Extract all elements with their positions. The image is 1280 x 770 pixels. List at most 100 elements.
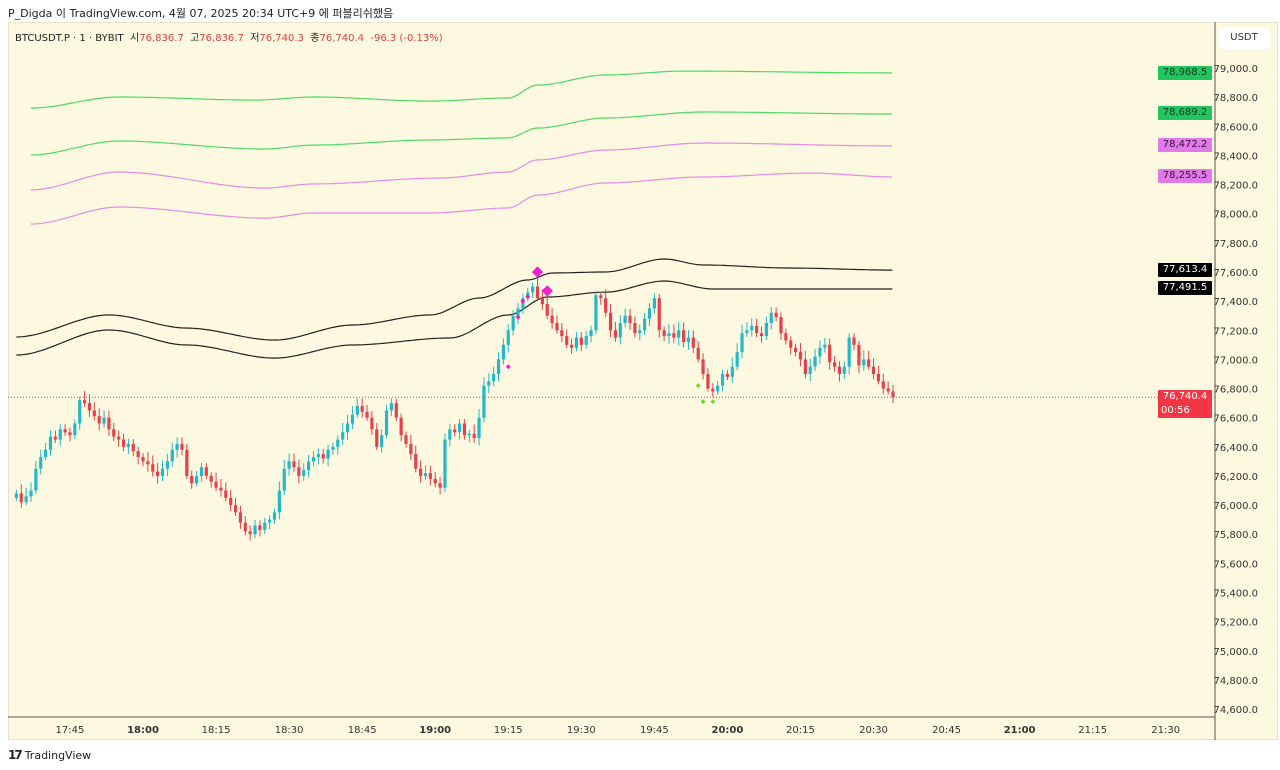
candle xyxy=(34,460,38,494)
candle-body xyxy=(48,436,53,450)
price-tick-label: 75,600.0 xyxy=(1213,559,1258,570)
candle-body xyxy=(414,454,418,469)
candle xyxy=(467,429,471,443)
candle xyxy=(618,315,622,345)
candle-body xyxy=(691,337,695,348)
candle xyxy=(224,482,228,502)
candle-body xyxy=(302,470,306,476)
candle xyxy=(565,329,569,349)
candle xyxy=(696,341,700,363)
candle-body xyxy=(832,362,837,367)
price-tick-label: 78,600.0 xyxy=(1213,122,1258,133)
low-label: 저 xyxy=(250,33,260,44)
candle xyxy=(871,358,876,380)
candle-body xyxy=(326,449,330,459)
symbol-legend[interactable]: BTCUSDT.P · 1 · BYBIT 시76,836.7 고76,836.… xyxy=(15,29,443,44)
bar-countdown: 00:56 xyxy=(1161,405,1190,417)
candle xyxy=(29,482,33,503)
candle xyxy=(647,303,652,326)
candle-body xyxy=(677,330,681,338)
candle-body xyxy=(316,454,320,458)
price-tick-label: 76,800.0 xyxy=(1213,385,1258,396)
candle-body xyxy=(355,406,359,415)
candle xyxy=(750,318,754,337)
candle-body xyxy=(268,519,272,523)
candle-body xyxy=(725,373,730,377)
candle-body xyxy=(214,481,218,488)
candle-body xyxy=(448,429,452,440)
candle-body xyxy=(857,344,861,366)
currency-button[interactable]: USDT xyxy=(1218,27,1270,49)
candle-body xyxy=(292,461,296,468)
candle-body xyxy=(311,457,316,462)
candle-body xyxy=(492,373,496,382)
candle-body xyxy=(248,531,252,535)
candle xyxy=(48,430,53,456)
candle xyxy=(302,463,306,481)
candle-body xyxy=(336,439,340,447)
candle-body xyxy=(399,417,403,436)
candle xyxy=(584,331,588,349)
symbol-name[interactable]: BTCUSDT.P · 1 · BYBIT xyxy=(15,33,124,44)
candle-body xyxy=(287,461,291,469)
candle xyxy=(711,383,715,398)
candle xyxy=(82,391,87,408)
candle-body xyxy=(229,497,233,506)
candle-body xyxy=(818,347,822,357)
candle xyxy=(686,330,691,350)
candle xyxy=(823,337,827,353)
price-tick-label: 76,600.0 xyxy=(1213,414,1258,425)
candle xyxy=(574,331,579,352)
candle xyxy=(287,453,291,476)
candle xyxy=(384,405,389,439)
candle xyxy=(160,460,165,482)
candle-body xyxy=(175,443,179,450)
candle xyxy=(492,366,496,387)
candle-body xyxy=(784,333,788,341)
band-line-black-upper xyxy=(16,258,893,341)
candle xyxy=(321,448,325,464)
candle-body xyxy=(720,373,725,386)
candle xyxy=(608,304,613,337)
candle xyxy=(19,484,23,508)
candle xyxy=(701,353,705,380)
candle xyxy=(409,434,413,461)
candle-body xyxy=(657,298,661,331)
candle-body xyxy=(360,406,364,412)
candle xyxy=(764,316,768,341)
candle xyxy=(238,505,243,529)
chart-pane[interactable] xyxy=(8,22,1278,740)
candle xyxy=(453,424,457,437)
candle xyxy=(828,338,832,370)
candle-body xyxy=(579,337,583,345)
price-tick-label: 78,800.0 xyxy=(1213,93,1258,104)
candle xyxy=(199,462,204,482)
price-tick-label: 77,600.0 xyxy=(1213,268,1258,279)
candle-body xyxy=(555,322,559,331)
candle xyxy=(716,380,720,395)
candle xyxy=(243,516,247,536)
candle xyxy=(457,418,462,440)
candle-body xyxy=(53,436,57,440)
price-tick-label: 77,400.0 xyxy=(1213,297,1258,308)
candle-body xyxy=(535,286,540,299)
candle-body xyxy=(126,443,131,447)
signal-markers xyxy=(505,266,716,405)
candle xyxy=(803,350,807,379)
candle-body xyxy=(574,337,579,348)
time-tick-label: 19:30 xyxy=(567,725,596,736)
candle-body xyxy=(794,347,798,353)
candle-body xyxy=(716,385,720,392)
candle xyxy=(662,326,666,342)
candle xyxy=(126,438,131,454)
candle-body xyxy=(482,385,486,418)
candle xyxy=(180,437,184,456)
candle-body xyxy=(146,461,150,465)
candle xyxy=(857,341,861,374)
candle-body xyxy=(24,496,28,503)
candle-body xyxy=(867,359,871,367)
candle-body xyxy=(759,333,764,337)
candle-body xyxy=(151,464,155,472)
candle-body xyxy=(409,443,413,455)
